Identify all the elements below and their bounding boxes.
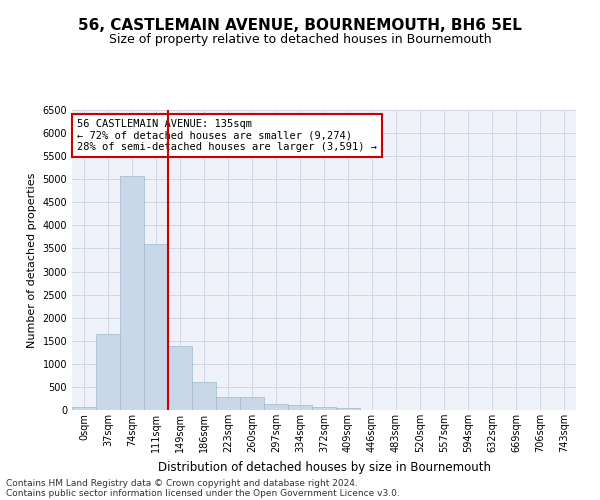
Bar <box>72 406 96 410</box>
Text: 56, CASTLEMAIN AVENUE, BOURNEMOUTH, BH6 5EL: 56, CASTLEMAIN AVENUE, BOURNEMOUTH, BH6 … <box>78 18 522 32</box>
Bar <box>96 334 120 410</box>
Bar <box>168 346 192 410</box>
Text: 56 CASTLEMAIN AVENUE: 135sqm
← 72% of detached houses are smaller (9,274)
28% of: 56 CASTLEMAIN AVENUE: 135sqm ← 72% of de… <box>77 119 377 152</box>
Bar <box>144 244 168 410</box>
Bar <box>336 408 360 410</box>
X-axis label: Distribution of detached houses by size in Bournemouth: Distribution of detached houses by size … <box>157 460 491 473</box>
Text: Size of property relative to detached houses in Bournemouth: Size of property relative to detached ho… <box>109 32 491 46</box>
Bar <box>288 405 312 410</box>
Text: Contains HM Land Registry data © Crown copyright and database right 2024.: Contains HM Land Registry data © Crown c… <box>6 478 358 488</box>
Bar <box>240 397 264 410</box>
Bar <box>192 382 216 410</box>
Bar <box>264 404 288 410</box>
Text: Contains public sector information licensed under the Open Government Licence v3: Contains public sector information licen… <box>6 488 400 498</box>
Y-axis label: Number of detached properties: Number of detached properties <box>27 172 37 348</box>
Bar <box>216 396 240 410</box>
Bar <box>120 176 144 410</box>
Bar <box>312 407 336 410</box>
